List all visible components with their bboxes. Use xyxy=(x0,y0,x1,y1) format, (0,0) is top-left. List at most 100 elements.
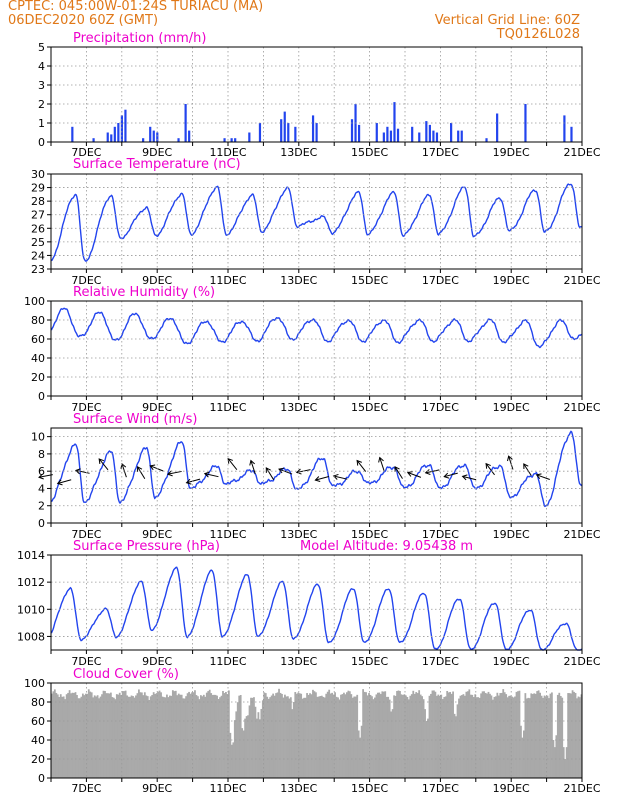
cloud-column-225 xyxy=(382,691,385,778)
cloud-column-274 xyxy=(455,716,457,778)
wind-arrow-head-14 xyxy=(295,468,302,475)
cloud-column-259 xyxy=(433,690,435,778)
precip-ytick-label: 4 xyxy=(38,60,45,73)
cloud-column-121 xyxy=(229,732,232,778)
wind-xtick-label: 13DEC xyxy=(280,528,317,541)
cloud-column-324 xyxy=(528,698,531,778)
precip-bar-16 xyxy=(230,138,233,142)
cloud-ytick-label: 20 xyxy=(31,753,45,766)
cloud-column-323 xyxy=(527,697,530,778)
cloud-column-47 xyxy=(120,695,123,778)
cloud-column-174 xyxy=(307,694,310,778)
cloud-column-300 xyxy=(493,696,496,778)
cloud-column-203 xyxy=(350,694,353,778)
cloud-column-41 xyxy=(111,697,114,778)
wind-arrow-head-23 xyxy=(461,474,468,481)
cloud-column-321 xyxy=(524,693,527,778)
cloud-column-333 xyxy=(542,697,544,778)
precip-bar-9 xyxy=(149,126,152,142)
cloud-column-318 xyxy=(520,725,522,778)
cloud-column-294 xyxy=(484,692,487,778)
wind-arrow-head-11 xyxy=(249,459,255,466)
temp-ytick-label: 27 xyxy=(31,209,45,222)
wind-arrow-9 xyxy=(204,473,219,478)
wind-arrow-2 xyxy=(75,469,90,474)
cloud-column-246 xyxy=(413,693,416,778)
wind-arrow-24 xyxy=(485,463,495,476)
cloud-column-63 xyxy=(143,692,146,778)
cloud-column-98 xyxy=(195,695,198,778)
cloud-column-161 xyxy=(288,698,291,778)
cloud-column-296 xyxy=(487,691,490,778)
cloud-column-270 xyxy=(449,691,452,778)
cloud-column-229 xyxy=(388,699,391,778)
cloud-column-223 xyxy=(379,694,382,778)
pres-ytick-label: 1008 xyxy=(17,630,45,643)
panel-wind xyxy=(38,427,583,527)
cloud-column-344 xyxy=(558,692,561,778)
precip-bar-8 xyxy=(142,138,145,142)
wind-xtick-label: 19DEC xyxy=(493,528,530,541)
cloud-column-340 xyxy=(552,740,555,778)
wind-frame xyxy=(50,427,583,524)
cloud-column-289 xyxy=(477,697,480,778)
wind-xtick-label: 15DEC xyxy=(351,528,388,541)
wind-ytick-label: 0 xyxy=(38,517,45,530)
cloud-column-136 xyxy=(251,697,254,778)
cloud-column-65 xyxy=(146,696,149,778)
wind-ytick-label: 6 xyxy=(38,465,45,478)
wind-arrow-17 xyxy=(356,460,367,472)
cloud-column-77 xyxy=(164,697,167,778)
wind-arrow-19 xyxy=(394,466,403,479)
cloud-column-178 xyxy=(313,691,316,778)
pres-annotation: Model Altitude: 9.05438 m xyxy=(300,539,473,554)
cloud-column-32 xyxy=(98,698,100,778)
cloud-column-193 xyxy=(335,696,338,778)
precip-bar-28 xyxy=(357,124,361,142)
cloud-column-200 xyxy=(346,692,348,778)
precip-bar-1 xyxy=(92,138,95,142)
cloud-column-163 xyxy=(291,709,294,778)
cloud-column-30 xyxy=(95,696,98,778)
temp-ytick-label: 28 xyxy=(31,195,45,208)
pres-ytick-label: 1014 xyxy=(17,549,45,562)
cloud-column-221 xyxy=(376,692,379,778)
cloud-column-264 xyxy=(440,694,443,778)
wind-arrow-head-4 xyxy=(120,462,127,469)
cloud-column-239 xyxy=(403,694,406,778)
cloud-column-312 xyxy=(511,696,513,778)
cloud-column-66 xyxy=(148,699,151,778)
cloud-column-189 xyxy=(329,693,332,778)
cloud-column-234 xyxy=(396,690,398,778)
cloud-column-160 xyxy=(287,696,289,778)
cloud-column-53 xyxy=(129,696,131,778)
cloud-column-61 xyxy=(140,692,143,778)
precip-bar-41 xyxy=(450,123,453,142)
cloud-column-329 xyxy=(536,691,539,778)
temp-xtick-label: 11DEC xyxy=(209,274,246,287)
precip-bar-3 xyxy=(110,134,113,142)
wind-arrow-head-0 xyxy=(38,473,44,480)
cloud-column-1 xyxy=(52,691,55,778)
cloud-column-110 xyxy=(213,694,216,778)
cloud-column-147 xyxy=(267,698,270,778)
precip-bar-0 xyxy=(71,126,74,142)
cloud-column-38 xyxy=(107,693,109,778)
cloud-column-129 xyxy=(241,728,244,778)
cloud-column-5 xyxy=(58,696,61,778)
cloud-column-201 xyxy=(347,690,350,778)
wind-arrow-head-6 xyxy=(149,464,156,471)
cloud-column-126 xyxy=(236,702,239,778)
wind-arrow-head-2 xyxy=(74,468,81,475)
precip-bar-40 xyxy=(435,132,439,142)
wind-series-line xyxy=(50,430,583,508)
temp-xtick-label: 15DEC xyxy=(351,274,388,287)
precip-xtick-label: 21DEC xyxy=(563,146,600,159)
precip-bar-31 xyxy=(386,126,389,142)
cloud-column-137 xyxy=(253,697,255,778)
wind-arrow-head-22 xyxy=(443,472,450,479)
cloud-column-181 xyxy=(317,696,320,778)
wind-arrow-3 xyxy=(98,458,109,471)
cloud-column-9 xyxy=(64,699,67,778)
cloud-column-258 xyxy=(431,690,434,778)
